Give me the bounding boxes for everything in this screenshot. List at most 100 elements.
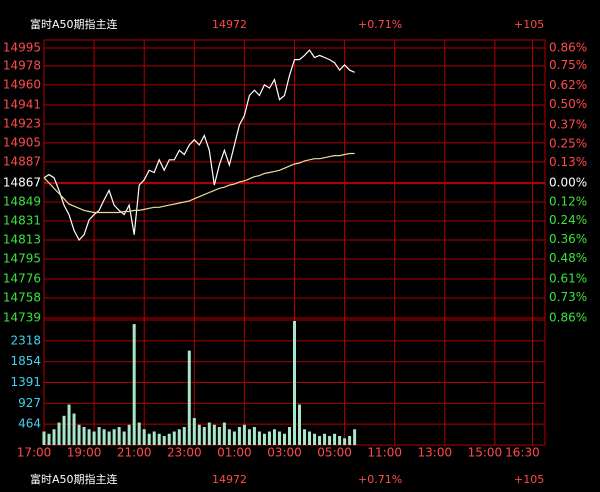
volume-bar (323, 433, 327, 445)
y2-tick-label: 0.36% (549, 232, 587, 246)
volume-bar (182, 427, 186, 445)
volume-bar (87, 429, 91, 445)
x-tick-label: 17:00 (17, 446, 52, 460)
volume-bar (287, 427, 291, 445)
volume-bar (72, 413, 76, 445)
volume-bar (207, 422, 211, 445)
y-tick-label: 2318 (10, 333, 41, 347)
y2-tick-label: 0.13% (549, 155, 587, 169)
volume-bar (353, 429, 357, 445)
y-tick-label: 14849 (3, 194, 41, 208)
volume-bar (277, 431, 281, 445)
y-tick-label: 14776 (3, 271, 41, 285)
y2-tick-label: 0.50% (549, 97, 587, 111)
change-points: +105 (514, 473, 544, 486)
y2-tick-label: 0.61% (549, 271, 587, 285)
volume-bar (172, 431, 176, 445)
volume-bar (303, 429, 307, 445)
volume-bar (298, 404, 302, 445)
y-tick-label: 1854 (10, 354, 41, 368)
instrument-name: 富时A50期指主连 (30, 472, 118, 486)
volume-bar (42, 431, 46, 445)
volume-bar (147, 433, 151, 445)
volume-bar (132, 324, 136, 445)
volume-bar (52, 429, 56, 445)
volume-bar (57, 422, 61, 445)
volume-bar (67, 404, 71, 445)
volume-bar (202, 427, 206, 445)
y-tick-label: 14739 (3, 311, 41, 325)
y-tick-label: 14978 (3, 58, 41, 72)
last-price: 14972 (212, 18, 247, 31)
change-percent: +0.71% (358, 473, 402, 486)
volume-bar (92, 431, 96, 445)
y-tick-label: 14887 (3, 154, 41, 168)
x-tick-label: 03:00 (267, 446, 302, 460)
x-tick-label: 19:00 (67, 446, 102, 460)
volume-bar (242, 424, 246, 445)
volume-bar (122, 431, 126, 445)
instrument-name: 富时A50期指主连 (30, 17, 118, 31)
x-tick-label: 13:00 (418, 446, 453, 460)
y-tick-label: 14923 (3, 116, 41, 130)
volume-bar (227, 429, 231, 445)
volume-bar (333, 433, 337, 445)
volume-bar (167, 433, 171, 445)
y2-tick-label: 0.86% (549, 311, 587, 325)
volume-bar (177, 429, 181, 445)
volume-bar (117, 427, 121, 445)
volume-bar (313, 433, 317, 445)
volume-bar (137, 422, 141, 445)
volume-bar (112, 429, 116, 445)
volume-bar (343, 438, 347, 445)
volume-bar (293, 320, 296, 445)
y-tick-label: 14867 (3, 176, 41, 190)
y-tick-label: 14813 (3, 232, 41, 246)
volume-bar (252, 427, 256, 445)
volume-bar (62, 415, 66, 445)
volume-bar (272, 429, 276, 445)
y2-tick-label: 0.37% (549, 117, 587, 131)
y-tick-label: 14941 (3, 97, 41, 111)
x-tick-label: 05:00 (317, 446, 352, 460)
volume-bar (262, 433, 266, 445)
volume-bar (308, 431, 312, 445)
volume-bar (192, 418, 196, 445)
x-tick-label: 15:00 (468, 446, 503, 460)
volume-bar (247, 429, 251, 445)
volume-bar (187, 350, 191, 445)
y2-tick-label: 0.75% (549, 58, 587, 72)
y2-tick-label: 0.73% (549, 290, 587, 304)
y-tick-label: 464 (18, 417, 41, 431)
y2-tick-label: 0.48% (549, 251, 587, 265)
x-tick-label: 23:00 (167, 446, 202, 460)
x-tick-label: 21:00 (117, 446, 152, 460)
y-tick-label: 14960 (3, 77, 41, 91)
y2-tick-label: 0.62% (549, 78, 587, 92)
volume-bar (107, 431, 111, 445)
volume-bar (318, 436, 322, 445)
volume-bar (328, 436, 332, 445)
volume-bar (217, 427, 221, 445)
volume-bar (127, 424, 131, 445)
price-line (43, 152, 355, 214)
y-tick-label: 14995 (3, 41, 41, 55)
y-tick-label: 14905 (3, 135, 41, 149)
volume-bar (77, 424, 81, 445)
volume-bar (152, 431, 156, 445)
volume-bar (197, 424, 201, 445)
y-tick-label: 14795 (3, 251, 41, 265)
volume-bar (212, 424, 216, 445)
volume-bar (222, 422, 226, 445)
y2-tick-label: 0.25% (549, 136, 587, 150)
volume-bar (97, 427, 101, 445)
volume-bar (338, 436, 342, 445)
volume-bar (142, 429, 146, 445)
volume-bar (162, 436, 166, 445)
volume-bar (237, 427, 241, 445)
volume-bar (282, 433, 286, 445)
y-tick-label: 14758 (3, 290, 41, 304)
volume-bar (257, 431, 261, 445)
volume-bar (157, 433, 161, 445)
